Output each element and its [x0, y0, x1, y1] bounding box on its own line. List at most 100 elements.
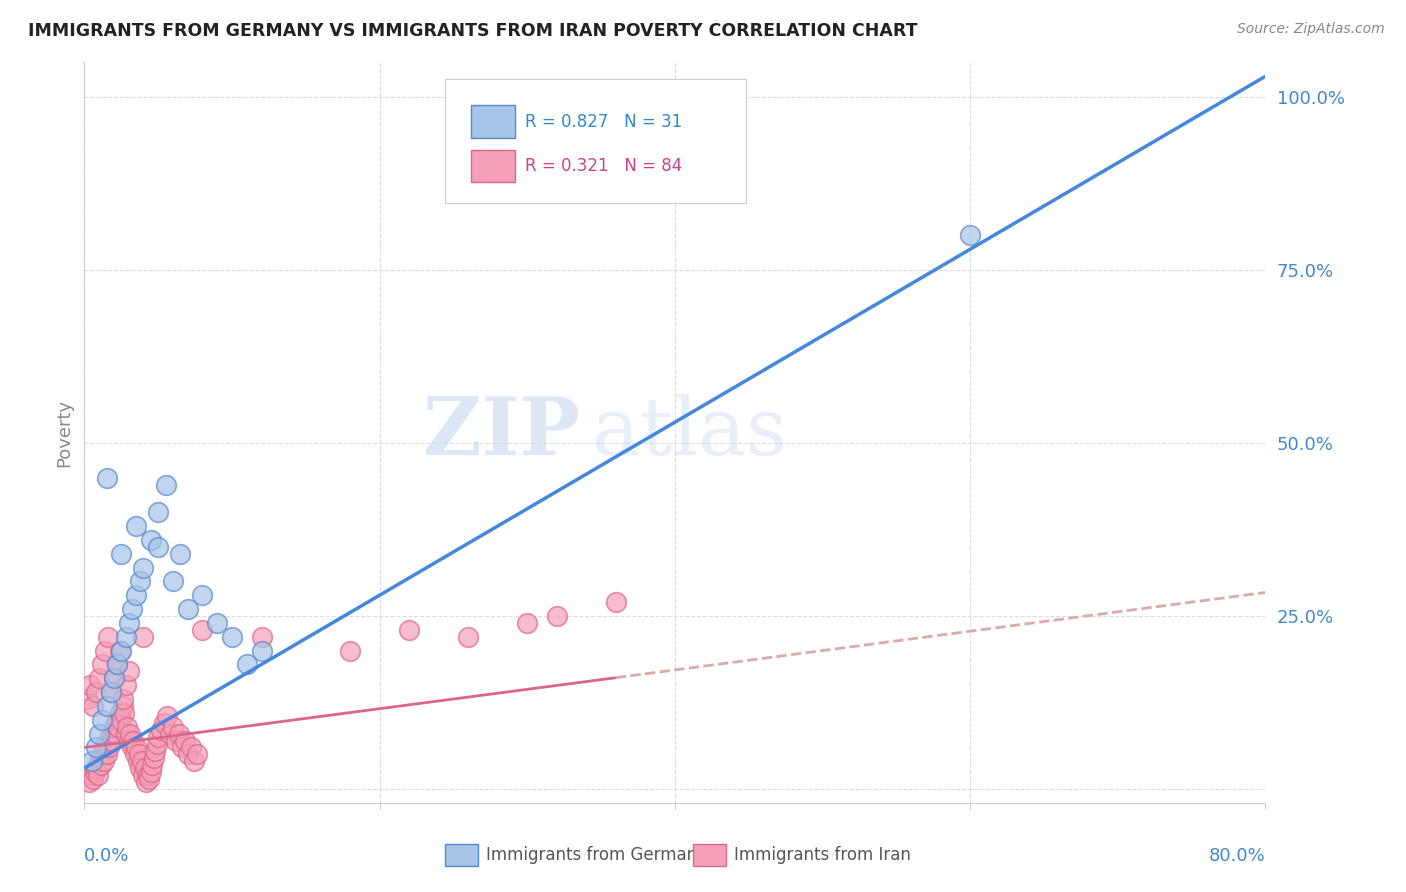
Point — [132, 630, 155, 644]
Point — [121, 602, 143, 616]
Point — [77, 775, 100, 789]
Point — [191, 623, 214, 637]
Point — [79, 678, 101, 692]
Text: atlas: atlas — [592, 393, 787, 472]
Point — [138, 772, 160, 786]
Point — [143, 744, 166, 758]
Point — [142, 751, 165, 765]
Point — [83, 764, 105, 779]
Bar — [471, 105, 516, 138]
Point — [150, 723, 173, 738]
Point — [121, 740, 143, 755]
Point — [132, 768, 155, 782]
Point — [118, 615, 141, 630]
Point — [139, 764, 162, 779]
Point — [207, 615, 229, 630]
Point — [96, 747, 118, 762]
Point — [103, 671, 125, 685]
Y-axis label: Poverty: Poverty — [55, 399, 73, 467]
Bar — [471, 150, 516, 182]
Point — [125, 740, 148, 755]
Point — [162, 574, 184, 589]
Point — [339, 643, 361, 657]
Point — [169, 547, 191, 561]
Point — [129, 574, 152, 589]
Point — [153, 716, 176, 731]
Point — [100, 726, 122, 740]
Point — [173, 733, 195, 747]
Point — [118, 733, 141, 747]
Point — [91, 747, 114, 762]
Point — [170, 740, 193, 755]
Point — [156, 709, 179, 723]
Text: ZIP: ZIP — [423, 393, 581, 472]
Point — [162, 720, 184, 734]
Point — [186, 747, 208, 762]
Point — [141, 757, 163, 772]
Point — [114, 630, 136, 644]
Text: IMMIGRANTS FROM GERMANY VS IMMIGRANTS FROM IRAN POVERTY CORRELATION CHART: IMMIGRANTS FROM GERMANY VS IMMIGRANTS FR… — [28, 22, 918, 40]
Point — [180, 740, 202, 755]
Point — [90, 757, 112, 772]
Text: Source: ZipAtlas.com: Source: ZipAtlas.com — [1237, 22, 1385, 37]
Point — [94, 740, 117, 755]
Point — [516, 615, 538, 630]
Point — [94, 643, 117, 657]
Point — [107, 720, 129, 734]
Point — [191, 588, 214, 602]
Point — [221, 630, 243, 644]
Point — [105, 657, 128, 672]
Point — [100, 685, 122, 699]
Point — [115, 720, 138, 734]
Point — [96, 470, 118, 484]
Point — [110, 713, 132, 727]
Point — [82, 772, 104, 786]
Point — [129, 761, 152, 775]
Point — [177, 747, 200, 762]
Point — [76, 692, 98, 706]
Point — [98, 740, 121, 755]
Point — [128, 747, 150, 762]
Point — [250, 630, 273, 644]
Point — [114, 726, 136, 740]
Point — [84, 685, 107, 699]
Bar — [444, 844, 478, 866]
Point — [131, 754, 153, 768]
Point — [605, 595, 627, 609]
Point — [111, 692, 134, 706]
Point — [132, 560, 155, 574]
Text: R = 0.321   N = 84: R = 0.321 N = 84 — [524, 157, 682, 175]
Point — [110, 547, 132, 561]
Text: R = 0.827   N = 31: R = 0.827 N = 31 — [524, 112, 682, 130]
Point — [91, 713, 114, 727]
Point — [127, 754, 149, 768]
Point — [125, 588, 148, 602]
Point — [122, 733, 145, 747]
Point — [87, 754, 111, 768]
Point — [110, 643, 132, 657]
Point — [250, 643, 273, 657]
Text: Immigrants from Iran: Immigrants from Iran — [734, 846, 911, 863]
Text: 80.0%: 80.0% — [1209, 847, 1265, 865]
Point — [145, 737, 167, 751]
Point — [155, 477, 177, 491]
Point — [120, 726, 142, 740]
Point — [148, 540, 170, 554]
Point — [134, 761, 156, 775]
Text: Immigrants from Germany: Immigrants from Germany — [486, 846, 707, 863]
Point — [114, 678, 136, 692]
Point — [959, 228, 981, 243]
Point — [398, 623, 420, 637]
Point — [84, 740, 107, 755]
Point — [96, 698, 118, 713]
Point — [87, 726, 111, 740]
Point — [111, 698, 134, 713]
Point — [87, 671, 111, 685]
Point — [91, 657, 114, 672]
Point — [139, 533, 162, 547]
Point — [100, 685, 122, 699]
Point — [103, 720, 125, 734]
Point — [101, 733, 124, 747]
Point — [546, 609, 568, 624]
Point — [105, 657, 128, 672]
